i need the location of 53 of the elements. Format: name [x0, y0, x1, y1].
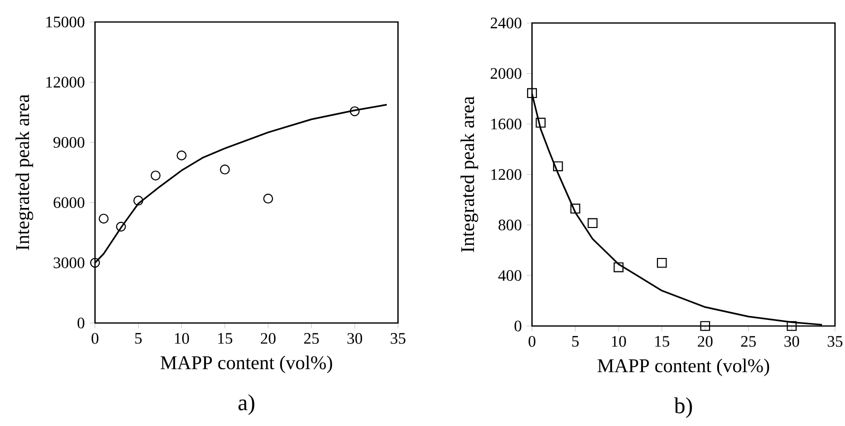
x-tick-label: 10	[174, 333, 189, 344]
x-tick-label: 35	[390, 333, 406, 344]
point	[700, 321, 710, 331]
y-axis-title: Integrated peak area	[16, 94, 34, 250]
y-tick-label: 400	[498, 270, 522, 281]
point	[98, 214, 109, 224]
point	[786, 321, 797, 331]
x-tick-label: 0	[92, 333, 98, 344]
point	[527, 88, 537, 98]
y-tick-label: 2400	[490, 18, 522, 28]
x-tick-label: 25	[304, 333, 319, 344]
point	[553, 161, 563, 172]
x-tick-label: 0	[528, 336, 536, 347]
point	[656, 258, 667, 268]
y-tick-label: 0	[78, 318, 84, 328]
y-tick-label: 3000	[54, 257, 84, 268]
text: a)	[238, 394, 254, 415]
point	[536, 118, 546, 128]
point	[90, 258, 100, 268]
x-tick-label: 15	[218, 333, 232, 344]
point	[350, 106, 360, 116]
y-tick-label: 15000	[46, 16, 84, 28]
x-axis-title: MAPP content (vol%)	[160, 356, 332, 374]
y-tick-label: 1600	[491, 118, 522, 130]
point	[588, 218, 598, 228]
y-tick-label: 12000	[46, 76, 84, 88]
x-tick-label: 35	[828, 336, 842, 347]
point	[150, 170, 161, 180]
y-tick-label: 9000	[53, 137, 84, 148]
point	[133, 196, 144, 206]
x-tick-label: 30	[347, 333, 362, 344]
point	[614, 262, 624, 272]
point	[116, 222, 126, 232]
x-tick-label: 10	[612, 336, 626, 347]
x-tick-label: 20	[698, 336, 713, 347]
x-tick-label: 20	[260, 333, 276, 344]
point	[220, 164, 230, 174]
point	[263, 194, 274, 204]
y-tick-label: 1200	[491, 169, 522, 180]
point	[570, 204, 580, 214]
y-axis-title: Integrated peak area	[460, 96, 478, 252]
x-tick-label: 30	[784, 336, 800, 347]
x-tick-label: 15	[655, 336, 670, 347]
y-tick-label: 0	[514, 320, 522, 332]
x-tick-label: 5	[135, 333, 142, 344]
y-tick-label: 6000	[54, 197, 84, 208]
y-tick-label: 800	[498, 220, 522, 230]
x-axis-title: MAPP content (vol%)	[598, 358, 770, 376]
y-tick-label: 2000	[490, 68, 522, 79]
x-tick-label: 5	[572, 336, 579, 347]
text: b)	[674, 397, 692, 418]
point	[176, 150, 187, 160]
x-tick-label: 25	[741, 336, 756, 347]
